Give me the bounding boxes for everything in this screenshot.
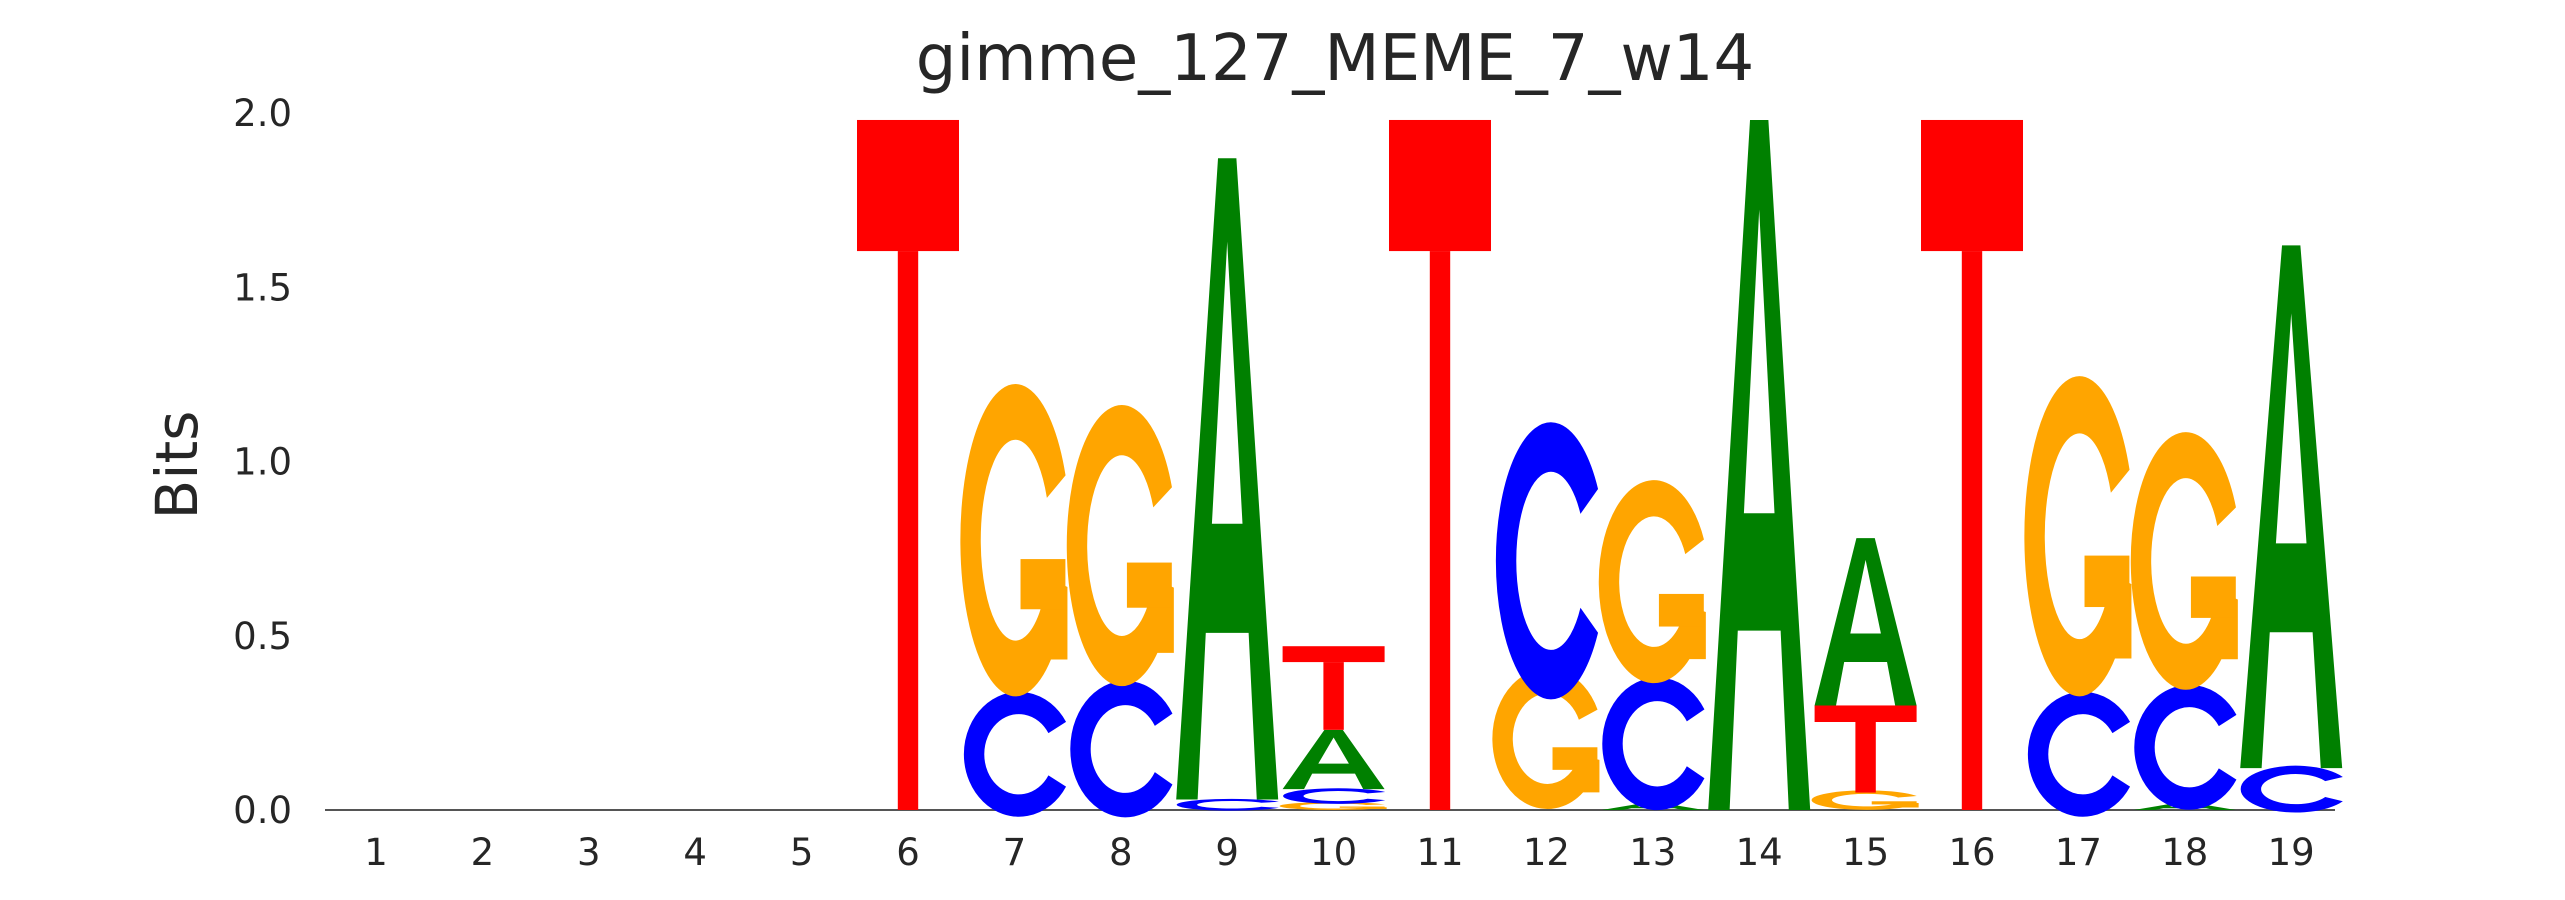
letter-stacks — [857, 119, 2343, 818]
y-tick-label: 1.0 — [233, 441, 292, 484]
letter-C — [2134, 684, 2237, 810]
x-tick-label: 8 — [1109, 831, 1133, 874]
letter-G — [1811, 790, 1919, 810]
letter-C — [2027, 691, 2131, 817]
letter-T — [1921, 119, 2023, 811]
letter-A — [1176, 158, 1279, 800]
chart-title: gimme_127_MEME_7_w14 — [916, 22, 1754, 96]
letter-G — [2024, 376, 2132, 697]
x-tick-label: 14 — [1736, 831, 1783, 874]
letter-A — [2133, 803, 2236, 810]
letter-G — [2130, 432, 2238, 690]
x-tick-label: 3 — [577, 831, 601, 874]
y-tick-label: 0.5 — [233, 615, 292, 658]
x-tick-label: 12 — [1523, 831, 1570, 874]
x-tick-label: 7 — [1003, 831, 1027, 874]
letter-C — [1070, 680, 1173, 818]
y-axis-ticks: 0.0 0.5 1.0 1.5 2.0 — [233, 92, 292, 832]
letter-G — [960, 384, 1068, 697]
x-tick-label: 16 — [1948, 831, 1995, 874]
letter-T — [1282, 646, 1385, 730]
letter-C — [1495, 422, 1599, 700]
x-tick-label: 2 — [471, 831, 495, 874]
x-tick-label: 6 — [896, 831, 920, 874]
letter-A — [1708, 119, 1811, 811]
x-tick-label: 13 — [1629, 831, 1676, 874]
letter-C — [963, 691, 1067, 817]
letter-C — [1283, 788, 1386, 804]
x-tick-label: 4 — [683, 831, 707, 874]
x-tick-label: 18 — [2161, 831, 2208, 874]
letter-A — [1601, 803, 1704, 810]
x-tick-label: 10 — [1310, 831, 1357, 874]
letter-T — [1814, 705, 1917, 793]
letter-T — [857, 119, 959, 811]
x-tick-label: 17 — [2055, 831, 2102, 874]
x-tick-label: 19 — [2268, 831, 2315, 874]
letter-G — [1598, 480, 1706, 684]
x-tick-label: 5 — [790, 831, 814, 874]
letter-T — [1389, 119, 1491, 811]
letter-C — [1602, 677, 1705, 811]
letter-A — [2240, 245, 2343, 769]
x-tick-label: 9 — [1215, 831, 1239, 874]
y-tick-label: 2.0 — [233, 92, 292, 135]
x-tick-label: 11 — [1416, 831, 1463, 874]
y-tick-label: 0.0 — [233, 789, 292, 832]
letter-C — [1176, 798, 1279, 811]
letter-A — [1282, 729, 1385, 790]
letter-A — [1814, 538, 1917, 706]
letter-C — [2240, 765, 2343, 813]
x-axis-ticks: 1 2 3 4 5 6 7 8 9 10 11 12 13 14 15 16 17 18 19 — [364, 831, 2315, 874]
y-axis-label: Bits — [143, 411, 211, 520]
x-tick-label: 1 — [364, 831, 388, 874]
x-tick-label: 15 — [1842, 831, 1889, 874]
letter-G — [1066, 405, 1174, 686]
y-tick-label: 1.5 — [233, 266, 292, 309]
